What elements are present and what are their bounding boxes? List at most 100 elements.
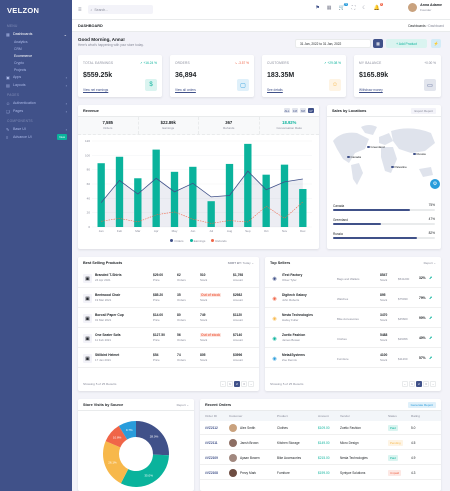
sidebar-item-apps[interactable]: ▣ Apps › <box>0 73 72 81</box>
flag-icon[interactable]: ⚑ <box>315 5 320 11</box>
order-id[interactable]: #VZ2109 <box>205 456 218 460</box>
kpi-link[interactable]: View all orders <box>175 88 196 92</box>
table-row[interactable]: ▣ Stillbird Helmet 17 Jan 2021 $54 Price 7… <box>78 349 259 368</box>
product-name[interactable]: Stillbird Helmet <box>95 353 120 357</box>
earnings-bar <box>152 149 160 227</box>
table-row[interactable]: #VZ2112 Alex Smith Clothes $109.00 Zoeti… <box>200 421 441 435</box>
search-input[interactable]: ⌕ Search... <box>87 5 153 14</box>
product-name[interactable]: Borosil Paper Cup <box>95 313 124 317</box>
date-range-input[interactable]: 31 Jan, 2022 to 31 Jan, 2022 <box>295 39 371 48</box>
page-prev[interactable]: ← <box>402 381 408 387</box>
x-tick-label: Feb <box>117 229 123 233</box>
apps-grid-icon[interactable]: ▦ <box>326 5 332 11</box>
page-next[interactable]: → <box>430 381 436 387</box>
seller-name[interactable]: Digitech Galaxy <box>282 293 307 297</box>
product-name[interactable]: One Seater Sofa <box>95 333 121 337</box>
export-report-button[interactable]: Export Report <box>411 107 436 114</box>
breadcrumb-parent[interactable]: Dashboards <box>408 23 426 28</box>
report-dropdown[interactable]: Report ⌄ <box>423 261 436 265</box>
page-next[interactable]: → <box>248 381 254 387</box>
cart-icon[interactable]: 🛒 5 <box>338 3 348 11</box>
table-row[interactable]: ◉ iTest Factory Oliver Tyler Bags and Wal… <box>265 269 441 288</box>
table-row[interactable]: ▣ Borosil Paper Cup 01 Mar 2021 $14.00 Pri… <box>78 309 259 328</box>
sidebar-item-advance-ui[interactable]: ≡ Advance UI New <box>0 133 72 141</box>
legend-earnings[interactable]: Earnings <box>189 239 205 243</box>
calendar-icon[interactable]: ▦ <box>373 39 383 48</box>
table-row[interactable]: ◉ Nesta Technologies Harley Fuller Bike A… <box>265 309 441 328</box>
sidebar-subitem-crm[interactable]: CRM <box>14 46 22 51</box>
sidebar-subitem-crypto[interactable]: Crypto <box>14 60 24 65</box>
order-id[interactable]: #VZ2112 <box>205 426 218 430</box>
range-6m[interactable]: 6M <box>300 108 306 113</box>
activity-icon[interactable]: ⚡ <box>431 39 441 48</box>
legend-orders[interactable]: Orders <box>170 239 184 243</box>
range-1y[interactable]: 1Y <box>308 108 314 113</box>
brand-logo[interactable]: VELZON <box>7 5 40 15</box>
page-prev[interactable]: ← <box>220 381 226 387</box>
page-1[interactable]: 1 <box>227 381 233 387</box>
sidebar-subitem-projects[interactable]: Projects <box>14 67 27 72</box>
dark-mode-icon[interactable]: ☾ <box>362 5 367 11</box>
kpi-link[interactable]: Withdraw money <box>359 88 383 92</box>
table-row[interactable]: ◉ Digitech Galaxy John Roberts Watches 89… <box>265 289 441 308</box>
order-id[interactable]: #VZ2111 <box>205 441 218 445</box>
order-id[interactable]: #VZ2108 <box>205 471 218 475</box>
table-row[interactable]: #VZ2108 Prezy Mark Furniture $199.00 Syn… <box>200 466 441 480</box>
page-3[interactable]: 3 <box>241 381 247 387</box>
map-marker-palestine[interactable]: Palestine <box>391 165 407 169</box>
table-row[interactable]: ◉ Meta4Systems Zoe Dennis Furniture 4100 S… <box>265 349 441 368</box>
table-row[interactable]: ◉ Zoetic Fashion James Bowen Clothes 5488… <box>265 329 441 348</box>
sidebar-item-pages[interactable]: ❏ Pages › <box>0 107 72 115</box>
sidebar-item-dashboards[interactable]: ▦ Dashboards ⌄ <box>0 30 72 38</box>
report-dropdown[interactable]: Report ⌄ <box>176 402 189 407</box>
map-marker-canada[interactable]: Canada <box>347 155 361 159</box>
sidebar-item-layouts[interactable]: ▤ Layouts › <box>0 81 72 89</box>
components-section-title: COMPONENTS <box>7 119 33 123</box>
seller-name[interactable]: Nesta Technologies <box>282 313 313 317</box>
page-3[interactable]: 3 <box>423 381 429 387</box>
table-row[interactable]: ▣ Bentwood Chair 19 Mar 2021 $85.20 Price … <box>78 289 259 308</box>
kpi-link[interactable]: View net earnings <box>83 88 109 92</box>
page-1[interactable]: 1 <box>409 381 415 387</box>
company-logo-icon: ◉ <box>270 314 279 323</box>
table-row[interactable]: #VZ2111 Jansh Brown Kitchen Storage $149… <box>200 436 441 450</box>
settings-fab[interactable]: ⚙ <box>430 179 440 189</box>
location-progress-fill <box>333 237 417 239</box>
recent-orders-header: Recent Orders Generate Report <box>200 399 441 411</box>
location-progress-fill <box>333 209 410 211</box>
range-1m[interactable]: 1M <box>292 108 298 113</box>
legend-refunds[interactable]: Refunds <box>211 239 227 243</box>
table-row[interactable]: #VZ2109 Ayaan Bowen Bike Accessories $21… <box>200 451 441 465</box>
table-row[interactable]: ▣ One Seater Sofa 11 Feb 2021 $127.50 Pric… <box>78 329 259 348</box>
range-all[interactable]: ALL <box>284 108 290 113</box>
seller-percent: 57% <box>419 356 426 360</box>
kpi-value: $559.25k <box>83 72 113 79</box>
page-2[interactable]: 2 <box>234 381 240 387</box>
page-2[interactable]: 2 <box>416 381 422 387</box>
sort-dropdown[interactable]: SORT BY: Today ⌄ <box>227 261 254 265</box>
product-name[interactable]: Bentwood Chair <box>95 293 121 297</box>
pagination: ← 1 2 3 → <box>220 381 254 387</box>
sidebar-subitem-ecommerce[interactable]: Ecommerce <box>14 53 33 58</box>
seller-name[interactable]: Zoetic Fashion <box>282 333 306 337</box>
seller-amount: $45600 <box>398 316 408 321</box>
map-marker-russia[interactable]: Russia <box>413 152 426 156</box>
table-row[interactable]: ▣ Branded T-Shirts 24 Apr 2021 $29.00 Pric… <box>78 269 259 288</box>
hamburger-icon[interactable]: ≡ <box>78 6 82 13</box>
fullscreen-icon[interactable]: ⛶ <box>351 5 356 11</box>
sidebar-subitem-analytics[interactable]: Analytics <box>14 39 28 44</box>
product-name: Bike Accessories <box>277 456 302 460</box>
top-sellers-card: Top Sellers Report ⌄ ◉ iTest Factory Oliv… <box>265 257 441 391</box>
seller-name[interactable]: Meta4Systems <box>282 353 305 357</box>
kpi-link[interactable]: See details <box>267 88 283 92</box>
kpi-value: $165.89k <box>359 72 389 79</box>
sidebar-item-authentication[interactable]: ☺ Authentication › <box>0 99 72 107</box>
bell-icon[interactable]: 🔔 3 <box>373 3 383 11</box>
seller-name[interactable]: iTest Factory <box>282 273 303 277</box>
generate-report-button[interactable]: Generate Report <box>407 401 436 408</box>
map-marker-greenland[interactable]: Greenland <box>367 145 385 149</box>
add-product-button[interactable]: + Add Product <box>386 39 427 48</box>
product-name[interactable]: Branded T-Shirts <box>95 273 122 277</box>
user-menu[interactable]: Anna Adame Founder <box>408 3 442 12</box>
sidebar-item-base-ui[interactable]: ✎ Base UI › <box>0 125 72 133</box>
